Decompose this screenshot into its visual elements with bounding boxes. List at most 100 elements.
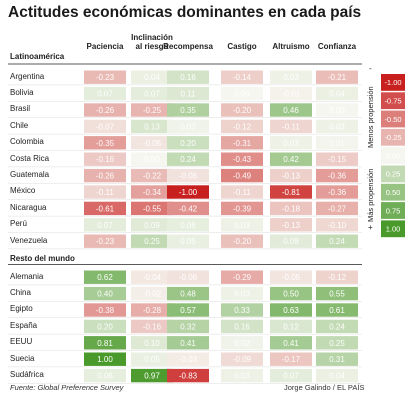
heatmap-cell bbox=[167, 336, 209, 350]
cell-value-label: -0.23 bbox=[96, 73, 115, 82]
column-header-line: al riesgo bbox=[135, 42, 169, 51]
heatmap-cell bbox=[84, 70, 126, 84]
row-label: China bbox=[10, 287, 31, 297]
cell-value-label: 0.40 bbox=[97, 290, 113, 299]
heatmap-cell bbox=[167, 303, 209, 317]
heatmap-cell bbox=[131, 303, 173, 317]
heatmap-cell bbox=[270, 136, 312, 150]
heatmap-cell bbox=[316, 185, 358, 199]
cell-value-label: 0.57 bbox=[180, 306, 196, 315]
row-label: Alemania bbox=[10, 271, 44, 281]
cell-value-label: 0.16 bbox=[180, 73, 196, 82]
cell-value-label: -0.07 bbox=[96, 122, 115, 131]
cell-value-label: 0.04 bbox=[144, 73, 160, 82]
cell-value-label: -0.12 bbox=[328, 273, 347, 282]
cell-value-label: -0.43 bbox=[233, 155, 252, 164]
column-header: Confianza bbox=[310, 42, 364, 51]
legend-swatch bbox=[381, 110, 405, 128]
heatmap-cell bbox=[167, 234, 209, 248]
heatmap-cell bbox=[316, 319, 358, 334]
heatmap-cell bbox=[84, 319, 126, 334]
heatmap-cell bbox=[316, 336, 358, 350]
heatmap-cell bbox=[131, 70, 173, 84]
cell-value-label: 0.25 bbox=[329, 339, 345, 348]
heatmap-cell bbox=[131, 201, 173, 216]
heatmap-cell bbox=[167, 119, 209, 134]
cell-value-label: -0.25 bbox=[143, 106, 162, 115]
column-header-line: Castigo bbox=[227, 42, 257, 51]
heatmap-cell bbox=[84, 270, 126, 284]
heatmap-cell bbox=[131, 86, 173, 101]
cell-value-label: 0.24 bbox=[329, 237, 345, 246]
heatmap-cell bbox=[270, 86, 312, 101]
row-label: Suecia bbox=[10, 353, 35, 363]
credit-note: Jorge Galindo / EL PAÍS bbox=[284, 383, 365, 392]
cell-value-label: 0.24 bbox=[180, 155, 196, 164]
heatmap-cell bbox=[270, 218, 312, 232]
cell-value-label: 0.08 bbox=[283, 237, 299, 246]
cell-value-label: 0.09 bbox=[144, 221, 160, 230]
cell-value-label: -0.02 bbox=[143, 290, 162, 299]
cell-value-label: -0.26 bbox=[96, 172, 115, 181]
cell-value-label: 0.01 bbox=[329, 139, 345, 148]
heatmap-cell bbox=[316, 234, 358, 248]
heatmap-cell bbox=[270, 303, 312, 317]
heatmap-cell bbox=[221, 185, 263, 199]
heatmap-cell bbox=[270, 270, 312, 284]
heatmap-cell bbox=[167, 70, 209, 84]
heatmap-cell bbox=[84, 152, 126, 166]
cell-value-label: 0.97 bbox=[144, 372, 160, 381]
legend-swatch bbox=[381, 165, 405, 183]
cell-value-label: 0.06 bbox=[180, 221, 196, 230]
cell-value-label: -0.16 bbox=[96, 155, 115, 164]
cell-value-label: -0.13 bbox=[282, 172, 301, 181]
heatmap-cell bbox=[221, 119, 263, 134]
cell-value-label: -0.29 bbox=[233, 273, 252, 282]
heatmap-cell bbox=[270, 119, 312, 134]
cell-value-label: -0.42 bbox=[179, 204, 198, 213]
heatmap-cell bbox=[167, 185, 209, 199]
cell-value-label: 0.20 bbox=[97, 322, 113, 331]
heatmap-cell bbox=[316, 168, 358, 183]
row-label: Brasil bbox=[10, 104, 31, 114]
column-header-line: Paciencia bbox=[86, 42, 124, 51]
heatmap-cell bbox=[84, 368, 126, 383]
heatmap-cell bbox=[316, 70, 358, 84]
cell-value-label: -1.00 bbox=[179, 188, 198, 197]
cell-value-label: 0.16 bbox=[234, 322, 250, 331]
cell-value-label: 0.07 bbox=[283, 372, 299, 381]
heatmap-cell bbox=[221, 352, 263, 366]
heatmap-cell bbox=[167, 201, 209, 216]
cell-value-label: 0.50 bbox=[283, 290, 299, 299]
heatmap-cell bbox=[84, 286, 126, 301]
legend-value-label: -0.25 bbox=[384, 133, 401, 142]
heatmap-cell bbox=[270, 234, 312, 248]
cell-value-label: 0.25 bbox=[144, 237, 160, 246]
cell-value-label: 0.41 bbox=[283, 339, 299, 348]
row-label: Argentina bbox=[10, 71, 45, 81]
column-header-line: Inclinación bbox=[131, 33, 173, 42]
cell-value-label: -0.23 bbox=[96, 237, 115, 246]
column-header: Altruismo bbox=[264, 42, 318, 51]
heatmap-cell bbox=[131, 103, 173, 117]
heatmap-cell bbox=[221, 336, 263, 350]
cell-value-label: 0.13 bbox=[144, 122, 160, 131]
cell-value-label: -0.36 bbox=[328, 172, 347, 181]
heatmap-cell bbox=[167, 352, 209, 366]
cell-value-label: -0.16 bbox=[143, 322, 162, 331]
legend-swatch bbox=[381, 74, 405, 91]
row-label: Egipto bbox=[10, 304, 33, 314]
heatmap-cell bbox=[221, 86, 263, 101]
cell-value-label: -0.17 bbox=[282, 355, 301, 364]
cell-value-label: 0.81 bbox=[97, 339, 113, 348]
cell-value-label: -0.22 bbox=[143, 172, 162, 181]
cell-value-label: -0.35 bbox=[96, 139, 115, 148]
heatmap-cell bbox=[131, 319, 173, 334]
cell-value-label: 0.03 bbox=[329, 122, 345, 131]
heatmap-cell bbox=[131, 352, 173, 366]
column-header: Paciencia bbox=[78, 42, 132, 51]
cell-value-label: 0.31 bbox=[329, 355, 345, 364]
cell-value-label: 0.07 bbox=[144, 90, 160, 99]
cell-value-label: -0.36 bbox=[328, 188, 347, 197]
heatmap-cell bbox=[167, 270, 209, 284]
